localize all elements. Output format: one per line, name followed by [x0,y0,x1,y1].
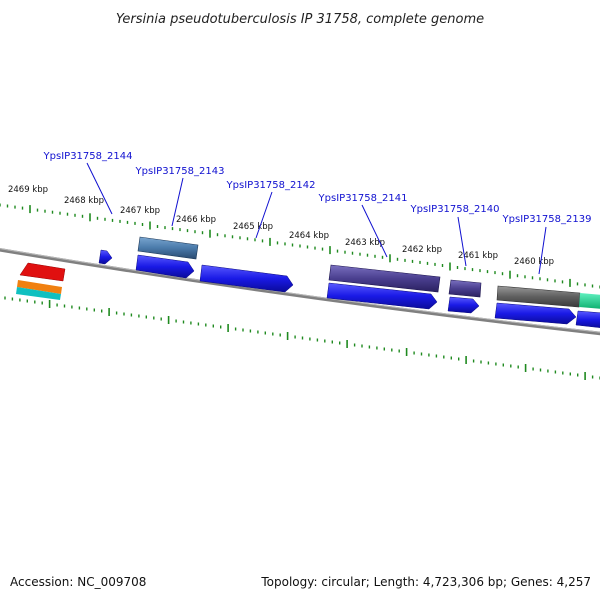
cds-arrow-2141[interactable] [326,282,438,310]
tick-ring-outer [0,203,600,289]
kbp-label: 2461 kbp [458,251,498,261]
accession-text: Accession: NC_009708 [10,575,146,589]
label-leader-line [538,226,547,275]
gene-label[interactable]: YpsIP31758_2143 [135,166,225,177]
label-leader-line [171,177,184,227]
genome-backbone [0,248,600,336]
gene-feature-2141-outer[interactable] [328,264,441,293]
kbp-label: 2464 kbp [289,231,329,241]
kbp-label: 2463 kbp [345,238,385,248]
legend-cyan-bar [16,287,61,300]
label-leader-line [457,216,467,267]
feature-legend [16,262,66,300]
gene-label[interactable]: YpsIP31758_2142 [226,180,316,191]
tick-ring-inner [4,296,600,380]
kbp-label: 2467 kbp [120,206,160,216]
kbp-label: 2460 kbp [514,257,554,267]
gene-labels: YpsIP31758_2144 YpsIP31758_2143 YpsIP317… [43,151,592,275]
cds-arrow-next[interactable] [575,310,600,328]
feature-row-inner [98,249,600,328]
gene-feature-teal-outer[interactable] [579,293,600,309]
gene-feature-2140-outer[interactable] [448,279,482,298]
legend-red-arrow [19,262,66,282]
label-leader-line [361,204,388,258]
gene-label[interactable]: YpsIP31758_2144 [43,151,133,162]
cds-arrow-2143[interactable] [135,254,195,279]
feature-row-outer [137,236,600,309]
kbp-label: 2468 kbp [64,196,104,206]
gene-feature-2143-outer[interactable] [137,236,199,260]
genome-backbone-highlight [0,248,600,333]
genome-summary-text: Topology: circular; Length: 4,723,306 bp… [260,575,591,589]
cds-arrow-2142[interactable] [199,264,294,293]
legend-orange-bar [17,280,62,294]
cds-arrow-2139[interactable] [494,302,577,325]
kbp-label: 2469 kbp [8,185,48,195]
gene-label[interactable]: YpsIP31758_2141 [318,193,408,204]
gene-label[interactable]: YpsIP31758_2139 [502,214,592,225]
cds-arrow-2140[interactable] [447,296,480,314]
cds-arrow-2144[interactable] [98,249,113,265]
map-title: Yersinia pseudotuberculosis IP 31758, co… [116,12,484,27]
kbp-label: 2465 kbp [233,222,273,232]
kbp-labels: 2469 kbp 2468 kbp 2467 kbp 2466 kbp 2465… [8,185,554,267]
label-leader-line [255,191,273,239]
gene-label[interactable]: YpsIP31758_2140 [410,204,500,215]
label-leader-line [86,162,113,215]
kbp-label: 2462 kbp [402,245,442,255]
kbp-label: 2466 kbp [176,215,216,225]
